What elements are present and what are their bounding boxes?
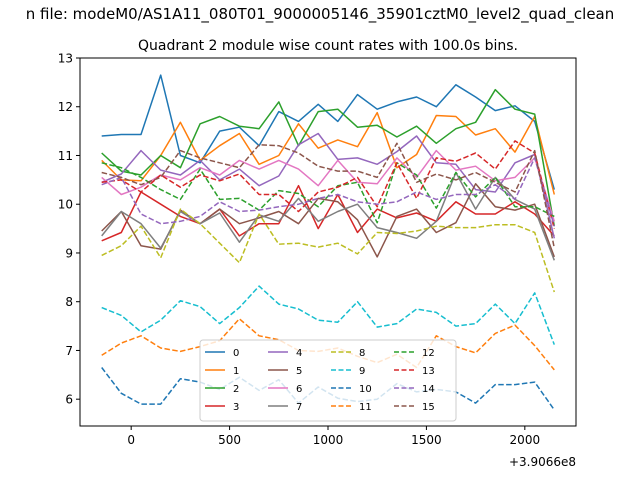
legend-label-2: 2 xyxy=(233,384,239,395)
x-offset-label: +3.9066e8 xyxy=(509,455,576,469)
y-tick-label: 9 xyxy=(65,246,73,260)
legend-label-10: 10 xyxy=(359,384,372,395)
y-tick-label: 8 xyxy=(65,295,73,309)
series-line-1 xyxy=(101,111,556,195)
series-line-8 xyxy=(101,208,556,293)
legend-label-14: 14 xyxy=(422,384,435,395)
series-line-4 xyxy=(101,132,556,239)
plot-frame xyxy=(79,57,577,427)
figure-suptitle: n file: modeM0/AS1A11_080T01_9000005146_… xyxy=(26,5,615,24)
y-tick-label: 10 xyxy=(58,198,73,212)
legend-label-13: 13 xyxy=(422,366,435,377)
y-tick-label: 12 xyxy=(58,100,73,114)
legend-label-1: 1 xyxy=(233,366,239,377)
x-tick-label: 0 xyxy=(127,433,135,447)
legend-label-7: 7 xyxy=(296,402,302,413)
legend-label-0: 0 xyxy=(233,348,239,359)
series-line-14 xyxy=(101,157,556,227)
plot-series-group xyxy=(101,74,556,411)
legend-label-3: 3 xyxy=(233,402,239,413)
series-line-9 xyxy=(101,285,556,345)
legend-label-5: 5 xyxy=(296,366,302,377)
legend-label-4: 4 xyxy=(296,348,302,359)
series-line-6 xyxy=(101,149,556,222)
x-tick-label: 1500 xyxy=(411,433,442,447)
x-tick-label: 2000 xyxy=(510,433,541,447)
y-tick-label: 6 xyxy=(65,393,73,407)
chart-title: Quadrant 2 module wise count rates with … xyxy=(138,38,518,54)
series-line-3 xyxy=(101,184,555,242)
y-tick-label: 7 xyxy=(65,344,73,358)
x-tick-label: 500 xyxy=(218,433,241,447)
y-tick-label: 11 xyxy=(58,149,73,163)
legend-label-6: 6 xyxy=(296,384,302,395)
y-tick-label: 13 xyxy=(58,52,73,66)
legend-label-12: 12 xyxy=(422,348,435,359)
legend-frame xyxy=(199,339,457,422)
series-line-13 xyxy=(101,140,556,229)
x-tick-label: 1000 xyxy=(313,433,344,447)
legend-label-11: 11 xyxy=(359,402,372,413)
series-line-2 xyxy=(101,88,556,227)
series-line-0 xyxy=(101,74,556,190)
legend-label-9: 9 xyxy=(359,366,365,377)
legend-label-8: 8 xyxy=(359,348,365,359)
series-line-15 xyxy=(101,142,556,249)
legend-label-15: 15 xyxy=(422,402,435,413)
